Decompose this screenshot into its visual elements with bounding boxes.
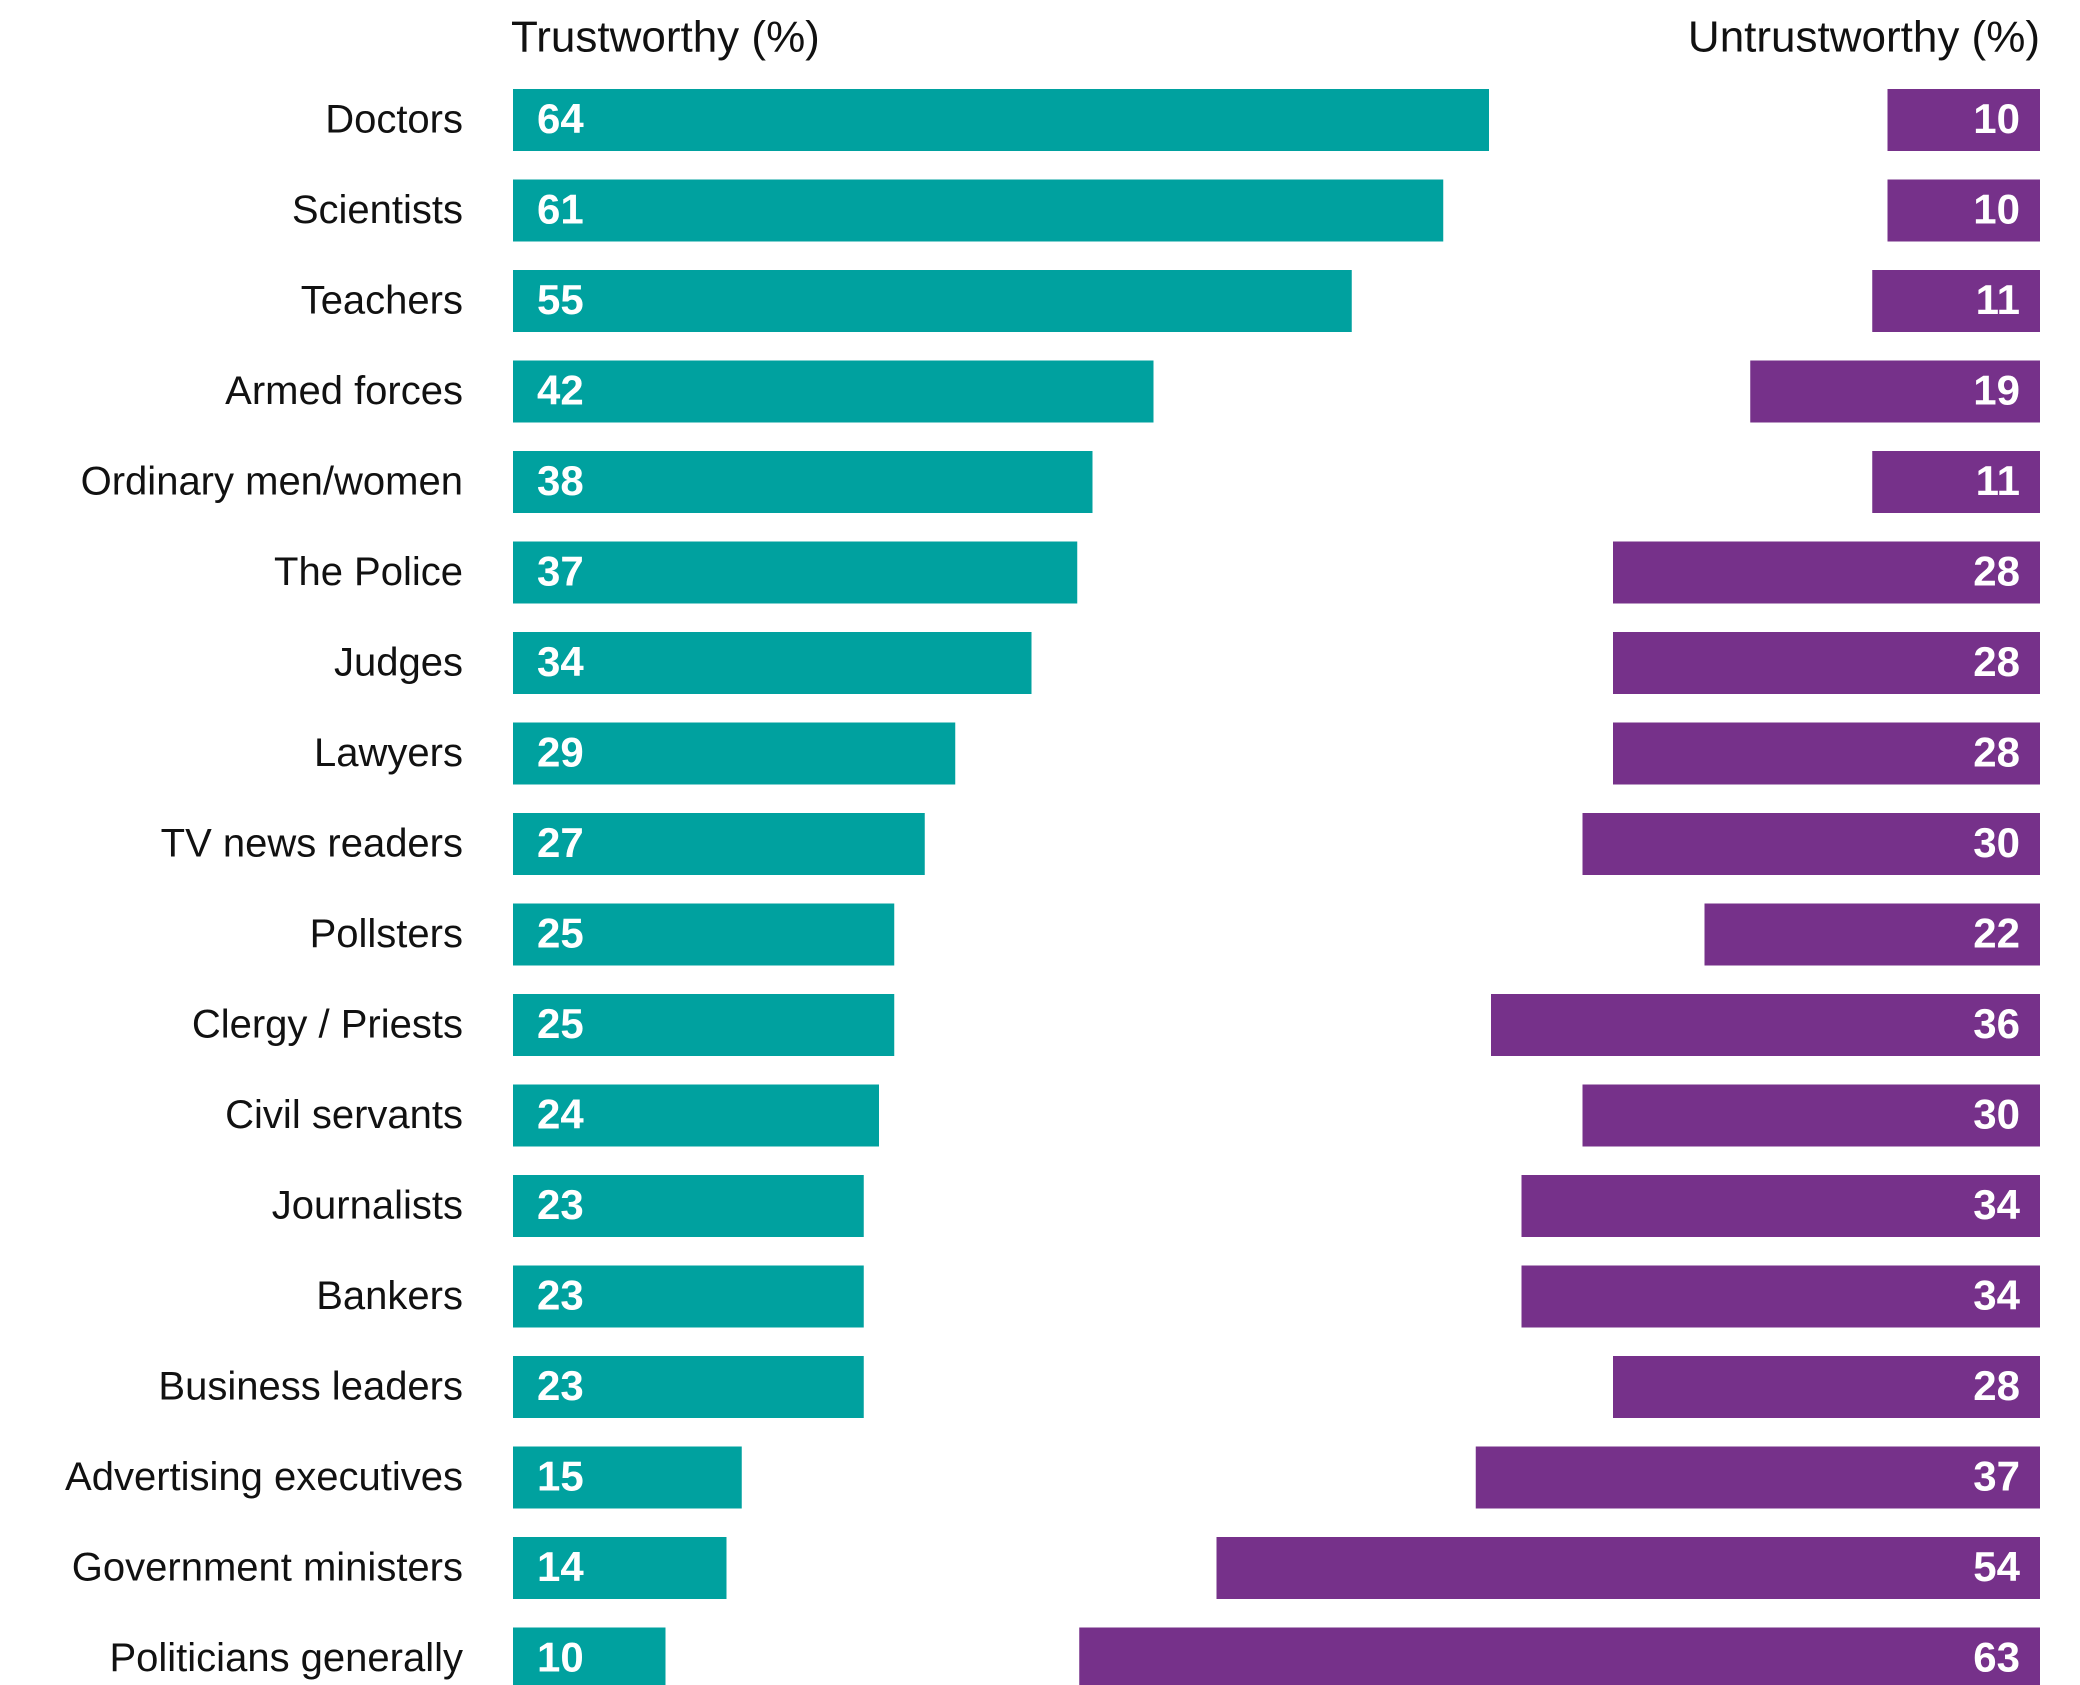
value-label: 28 xyxy=(1973,729,2020,776)
value-label: 15 xyxy=(537,1453,584,1500)
value-label: 37 xyxy=(537,548,584,595)
untrust-bar xyxy=(1750,360,2040,423)
category-label: The Police xyxy=(274,550,463,594)
value-label: 10 xyxy=(1973,95,2020,142)
trust-bar xyxy=(513,632,1032,694)
category-label: Ordinary men/women xyxy=(81,460,463,504)
untrust-bar xyxy=(1613,722,2040,785)
trust-bar xyxy=(513,813,925,875)
category-label: Government ministers xyxy=(72,1546,463,1590)
untrust-bar xyxy=(1872,451,2040,513)
untrust-bar xyxy=(1704,903,2040,966)
category-label: Armed forces xyxy=(225,369,463,413)
trust-bar xyxy=(513,89,1489,151)
trust-bar xyxy=(513,270,1352,332)
value-label: 54 xyxy=(1973,1543,2020,1590)
trust-bar xyxy=(513,541,1078,604)
value-label: 23 xyxy=(537,1272,584,1319)
trust-bar xyxy=(513,179,1444,242)
untrust-bar xyxy=(1079,1627,2040,1685)
untrust-bar xyxy=(1872,270,2040,332)
category-label: Clergy / Priests xyxy=(192,1003,463,1047)
untrust-bar xyxy=(1582,1084,2040,1147)
value-label: 34 xyxy=(1973,1181,2020,1228)
value-label: 61 xyxy=(537,186,584,233)
trust-bar xyxy=(513,1265,864,1328)
untrust-bar xyxy=(1613,541,2040,604)
value-label: 29 xyxy=(537,729,584,776)
series-header: Trustworthy (%) xyxy=(511,13,820,62)
category-label: Judges xyxy=(334,641,463,685)
untrust-bar xyxy=(1521,1265,2040,1328)
untrust-bar xyxy=(1582,813,2040,875)
value-label: 55 xyxy=(537,276,584,323)
value-label: 28 xyxy=(1973,638,2020,685)
value-label: 10 xyxy=(1973,186,2020,233)
value-label: 34 xyxy=(537,638,584,685)
trust-bar xyxy=(513,451,1093,513)
untrust-bar xyxy=(1613,1356,2040,1418)
value-label: 28 xyxy=(1973,548,2020,595)
trust-bar xyxy=(513,1446,742,1509)
value-label: 42 xyxy=(537,367,584,414)
value-label: 25 xyxy=(537,1000,584,1047)
value-label: 11 xyxy=(1976,276,2020,323)
value-label: 10 xyxy=(537,1634,584,1681)
value-label: 64 xyxy=(537,95,584,142)
value-label: 37 xyxy=(1973,1453,2020,1500)
untrust-bar xyxy=(1475,1446,2040,1509)
value-label: 19 xyxy=(1973,367,2020,414)
value-label: 27 xyxy=(537,819,584,866)
value-label: 23 xyxy=(537,1362,584,1409)
trust-bar xyxy=(513,1356,864,1418)
untrust-bar xyxy=(1887,179,2040,242)
category-label: Pollsters xyxy=(310,912,463,956)
trust-bar xyxy=(513,1084,879,1147)
untrust-bar xyxy=(1887,89,2040,151)
value-label: 24 xyxy=(537,1091,584,1138)
category-label: Bankers xyxy=(316,1274,463,1318)
trust-bar xyxy=(513,1175,864,1237)
category-label: Politicians generally xyxy=(109,1636,463,1680)
value-label: 30 xyxy=(1973,1091,2020,1138)
value-label: 30 xyxy=(1973,819,2020,866)
trust-bar xyxy=(513,1627,666,1685)
value-label: 36 xyxy=(1973,1000,2020,1047)
category-label: Lawyers xyxy=(314,731,463,775)
untrust-bar xyxy=(1491,994,2040,1056)
untrust-bar xyxy=(1521,1175,2040,1237)
category-label: Teachers xyxy=(301,279,463,323)
value-label: 22 xyxy=(1973,910,2020,957)
value-label: 28 xyxy=(1973,1362,2020,1409)
trust-bar xyxy=(513,994,895,1056)
category-label: Business leaders xyxy=(158,1365,463,1409)
untrust-bar xyxy=(1613,632,2040,694)
value-label: 25 xyxy=(537,910,584,957)
trust-bar xyxy=(513,903,895,966)
untrust-bar xyxy=(1216,1537,2040,1599)
value-label: 34 xyxy=(1973,1272,2020,1319)
category-label: Scientists xyxy=(292,188,463,232)
series-header: Untrustworthy (%) xyxy=(1688,13,2040,62)
trust-bar xyxy=(513,360,1154,423)
category-label: Journalists xyxy=(272,1184,463,1228)
value-label: 14 xyxy=(537,1543,584,1590)
value-label: 23 xyxy=(537,1181,584,1228)
value-label: 11 xyxy=(1976,457,2020,504)
trust-bar xyxy=(513,722,956,785)
category-label: TV news readers xyxy=(161,822,463,866)
category-label: Advertising executives xyxy=(65,1455,463,1499)
trust-bar xyxy=(513,1537,727,1599)
category-label: Civil servants xyxy=(225,1093,463,1137)
value-label: 63 xyxy=(1973,1634,2020,1681)
category-label: Doctors xyxy=(325,98,463,142)
value-label: 38 xyxy=(537,457,584,504)
